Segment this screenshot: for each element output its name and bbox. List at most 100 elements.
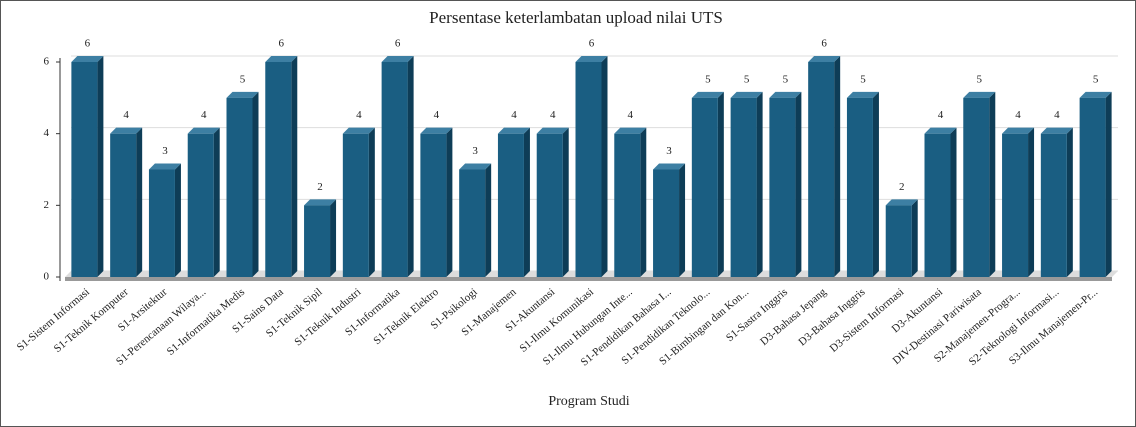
data-label: 6 [279, 38, 285, 50]
bar [187, 133, 214, 277]
bar-top [420, 127, 453, 134]
bar-side [989, 91, 996, 277]
bar-top [846, 91, 879, 98]
bar-side [717, 91, 724, 277]
bar [381, 62, 408, 277]
data-label: 3 [472, 145, 478, 157]
bar [1040, 133, 1067, 277]
bar-side [97, 56, 104, 277]
bar [730, 97, 757, 277]
bar-side [1066, 127, 1073, 278]
bar-side [795, 91, 802, 277]
bar-top [769, 91, 802, 98]
data-label: 5 [1093, 73, 1099, 85]
bar [885, 205, 912, 277]
chart-title: Persentase keterlambatan upload nilai UT… [429, 8, 723, 27]
bar-top [691, 91, 724, 98]
bar-top [148, 163, 181, 170]
data-label: 5 [705, 73, 711, 85]
bar [614, 133, 641, 277]
bar [808, 62, 835, 277]
bar [653, 169, 680, 277]
bar [420, 133, 447, 277]
bar-side [252, 91, 259, 277]
data-label: 4 [1015, 109, 1021, 121]
bar-side [368, 127, 375, 278]
bar-top [71, 56, 104, 62]
data-label: 4 [201, 109, 207, 121]
x-axis-label: Program Studi [548, 394, 629, 409]
bar [342, 133, 369, 277]
data-label: 4 [1054, 109, 1060, 121]
bar-top [614, 127, 647, 134]
data-label: 4 [356, 109, 362, 121]
bar-side [872, 91, 879, 277]
data-label: 5 [860, 73, 866, 85]
bar-top [730, 91, 763, 98]
bar [265, 62, 292, 277]
y-tick-label: 2 [44, 199, 50, 211]
bar-side [446, 127, 453, 278]
bar-top [342, 127, 375, 134]
bar-side [330, 199, 337, 277]
data-label: 2 [317, 181, 323, 193]
bar [769, 97, 796, 277]
bar-side [679, 163, 686, 277]
bar [71, 62, 98, 277]
bar [497, 133, 524, 277]
bar [924, 133, 951, 277]
bar-top [536, 127, 569, 134]
bar-side [950, 127, 957, 278]
data-label: 6 [589, 38, 595, 50]
data-label: 4 [938, 109, 944, 121]
bar-top [459, 163, 492, 170]
y-tick-label: 6 [44, 56, 50, 68]
bar-top [381, 56, 414, 62]
data-label: 4 [123, 109, 129, 121]
data-label: 4 [628, 109, 634, 121]
bar-side [485, 163, 492, 277]
bar-top [110, 127, 143, 134]
bar-top [497, 127, 530, 134]
data-label: 6 [821, 38, 827, 50]
data-label: 5 [240, 73, 246, 85]
bar-side [911, 199, 918, 277]
bar [963, 97, 990, 277]
bar-top [1079, 91, 1112, 98]
bar-top [1002, 127, 1035, 134]
bar-top [653, 163, 686, 170]
bar-top [575, 56, 608, 62]
data-label: 4 [511, 109, 517, 121]
bar [226, 97, 253, 277]
bar-side [834, 56, 841, 277]
data-label: 5 [783, 73, 789, 85]
bar [536, 133, 563, 277]
bar-top [187, 127, 220, 134]
y-tick-label: 0 [44, 271, 50, 283]
bar-side [523, 127, 530, 278]
data-label: 4 [550, 109, 556, 121]
bar-top [226, 91, 259, 98]
bar-top [265, 56, 298, 62]
bar-side [174, 163, 181, 277]
data-label: 2 [899, 181, 905, 193]
bar-side [601, 56, 608, 277]
floor-front [65, 277, 1112, 281]
bar [148, 169, 175, 277]
bar-top [924, 127, 957, 134]
bar-side [562, 127, 569, 278]
data-label: 3 [666, 145, 672, 157]
bar [1002, 133, 1029, 277]
y-tick-label: 4 [44, 127, 50, 139]
bar [1079, 97, 1106, 277]
data-label: 6 [85, 38, 91, 50]
bar-side [1028, 127, 1035, 278]
bar-side [136, 127, 143, 278]
bar [459, 169, 486, 277]
bar [575, 62, 602, 277]
bar-top [1040, 127, 1073, 134]
data-label: 6 [395, 38, 401, 50]
bar-side [640, 127, 647, 278]
bar [110, 133, 137, 277]
